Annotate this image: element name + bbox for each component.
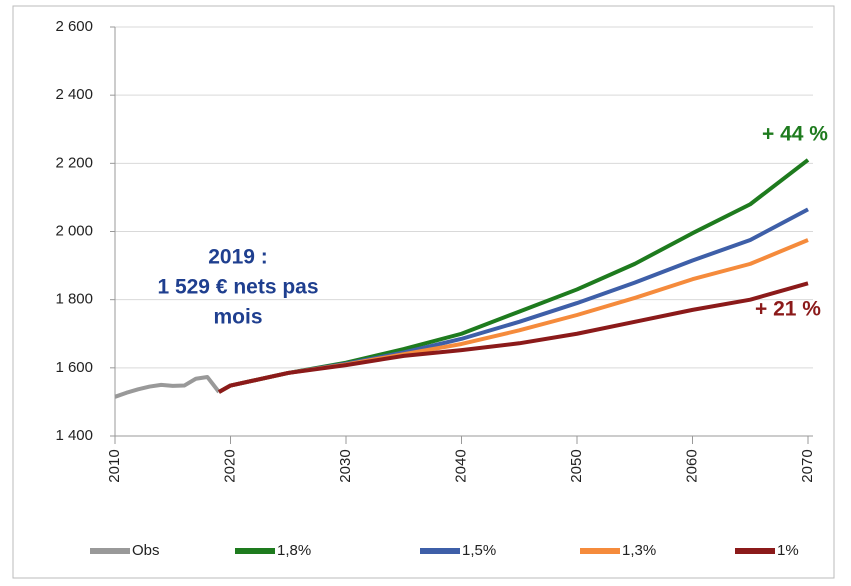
legend-label: 1,8% <box>277 542 311 559</box>
series-line <box>217 281 809 394</box>
legend-label: 1,5% <box>462 542 496 559</box>
annotation: 2019 : <box>208 246 268 269</box>
y-tick-label: 1 800 <box>55 291 93 308</box>
x-tick-label: 2060 <box>683 449 700 482</box>
x-tick-label: 2030 <box>337 449 354 482</box>
annotation: + 21 % <box>755 298 821 321</box>
y-tick-label: 2 400 <box>55 86 93 103</box>
legend-label: 1,3% <box>622 542 656 559</box>
legend-label: 1% <box>777 542 799 559</box>
y-tick-label: 2 000 <box>55 222 93 239</box>
y-tick-label: 1 400 <box>55 427 93 444</box>
annotation: mois <box>213 306 262 329</box>
annotation: 1 529 € nets pas <box>157 276 318 299</box>
legend-label: Obs <box>132 542 160 559</box>
series-line <box>114 375 221 399</box>
y-tick-label: 2 600 <box>55 18 93 35</box>
x-tick-label: 2020 <box>221 449 238 482</box>
y-tick-label: 2 200 <box>55 154 93 171</box>
y-tick-label: 1 600 <box>55 359 93 376</box>
chart-border <box>12 5 835 579</box>
x-tick-label: 2050 <box>568 449 585 482</box>
x-tick-label: 2040 <box>452 449 469 482</box>
x-tick-label: 2070 <box>799 449 816 482</box>
x-tick-label: 2010 <box>106 449 123 482</box>
annotation: + 44 % <box>762 123 828 146</box>
